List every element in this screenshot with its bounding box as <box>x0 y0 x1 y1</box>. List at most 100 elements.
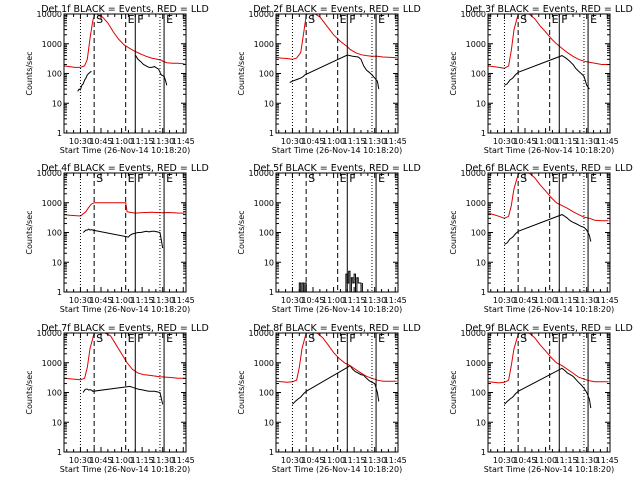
marker-letter: E <box>590 13 597 26</box>
marker-letter: E <box>340 13 347 26</box>
x-tick-label: 11:15 <box>555 456 578 465</box>
y-tick-label: 100 <box>259 229 274 238</box>
x-tick-label: 11:45 <box>172 456 195 465</box>
y-axis-label: Counts/sec <box>449 370 458 414</box>
x-tick-label: 11:00 <box>534 296 557 305</box>
x-tick-label: 10:45 <box>89 456 112 465</box>
x-axis-label: Start Time (26-Nov-14 10:18:20) <box>484 146 614 155</box>
x-tick-label: 11:00 <box>534 137 557 146</box>
events-line <box>504 55 590 90</box>
y-tick-label: 10000 <box>249 329 274 338</box>
lld-line <box>64 333 185 381</box>
x-tick-label: 11:30 <box>151 296 174 305</box>
y-tick-label: 1000 <box>466 359 486 368</box>
x-tick-label: 11:45 <box>384 137 407 146</box>
lld-line <box>276 333 397 383</box>
x-axis-label: Start Time (26-Nov-14 10:18:20) <box>484 465 614 474</box>
panel-title: Det 7f BLACK = Events, RED = LLD <box>41 323 209 334</box>
x-tick-label: 11:15 <box>555 137 578 146</box>
panel-title: Det 6f BLACK = Events, RED = LLD <box>465 163 633 174</box>
x-tick-label: 10:45 <box>513 296 536 305</box>
y-tick-label: 1 <box>57 448 62 457</box>
events-line <box>504 214 592 245</box>
marker-letter: F <box>561 172 567 185</box>
x-tick-label: 11:00 <box>322 296 345 305</box>
marker-letter: F <box>137 332 143 345</box>
y-tick-label: 10 <box>52 258 62 267</box>
y-axis-label: Counts/sec <box>237 51 246 95</box>
y-tick-label: 1 <box>57 288 62 297</box>
lld-line <box>276 14 397 60</box>
marker-letter: E <box>378 172 385 185</box>
y-tick-label: 10000 <box>249 10 274 19</box>
x-tick-label: 11:45 <box>172 137 195 146</box>
events-line <box>77 54 168 92</box>
marker-letter: S <box>308 172 315 185</box>
x-tick-label: 11:30 <box>575 137 598 146</box>
panel-title: Det 4f BLACK = Events, RED = LLD <box>41 163 209 174</box>
y-tick-label: 10000 <box>461 169 486 178</box>
x-axis-label: Start Time (26-Nov-14 10:18:20) <box>60 305 190 314</box>
marker-letter: E <box>166 332 173 345</box>
panel-title: Det 1f BLACK = Events, RED = LLD <box>41 4 209 15</box>
x-tick-label: 11:15 <box>131 296 154 305</box>
marker-letter: S <box>520 13 527 26</box>
x-tick-label: 10:45 <box>89 137 112 146</box>
y-tick-label: 10000 <box>461 10 486 19</box>
x-tick-label: 11:00 <box>110 296 133 305</box>
y-tick-label: 1 <box>269 129 274 138</box>
x-tick-label: 10:30 <box>493 296 516 305</box>
axes-frame <box>275 13 399 134</box>
x-axis-label: Start Time (26-Nov-14 10:18:20) <box>272 146 402 155</box>
x-tick-label: 10:45 <box>89 296 112 305</box>
x-tick-label: 11:45 <box>384 456 407 465</box>
y-tick-label: 10 <box>264 258 274 267</box>
y-tick-label: 10000 <box>461 329 486 338</box>
plot-area <box>276 333 397 405</box>
x-tick-label: 10:45 <box>301 296 324 305</box>
y-tick-label: 10 <box>52 99 62 108</box>
marker-letter: S <box>308 13 315 26</box>
marker-letter: E <box>552 172 559 185</box>
x-tick-label: 11:00 <box>322 137 345 146</box>
x-tick-label: 10:45 <box>301 456 324 465</box>
axes-frame <box>487 172 611 293</box>
lld-line <box>488 14 609 69</box>
y-tick-label: 100 <box>471 389 486 398</box>
marker-letter: F <box>349 332 355 345</box>
y-tick-label: 100 <box>471 229 486 238</box>
marker-letter: E <box>128 13 135 26</box>
y-tick-label: 100 <box>47 70 62 79</box>
x-tick-label: 11:30 <box>575 296 598 305</box>
panel-title: Det 2f BLACK = Events, RED = LLD <box>253 4 421 15</box>
y-axis-label: Counts/sec <box>25 51 34 95</box>
marker-letter: S <box>96 172 103 185</box>
y-tick-label: 1000 <box>42 40 62 49</box>
marker-letter: F <box>349 172 355 185</box>
x-tick-label: 11:30 <box>151 456 174 465</box>
x-tick-label: 11:30 <box>363 296 386 305</box>
y-axis-label: Counts/sec <box>237 370 246 414</box>
axes-frame <box>63 172 187 293</box>
panel-title: Det 3f BLACK = Events, RED = LLD <box>465 4 633 15</box>
marker-letter: E <box>378 332 385 345</box>
events-line <box>289 54 380 90</box>
marker-letter: E <box>166 172 173 185</box>
marker-letter: E <box>340 172 347 185</box>
plot-area <box>488 333 609 409</box>
marker-letter: E <box>166 13 173 26</box>
y-tick-label: 100 <box>471 70 486 79</box>
y-tick-label: 1 <box>269 448 274 457</box>
lld-line <box>64 14 185 68</box>
x-tick-label: 11:00 <box>534 456 557 465</box>
x-tick-label: 10:45 <box>513 137 536 146</box>
marker-letter: S <box>308 332 315 345</box>
x-axis-label: Start Time (26-Nov-14 10:18:20) <box>60 146 190 155</box>
